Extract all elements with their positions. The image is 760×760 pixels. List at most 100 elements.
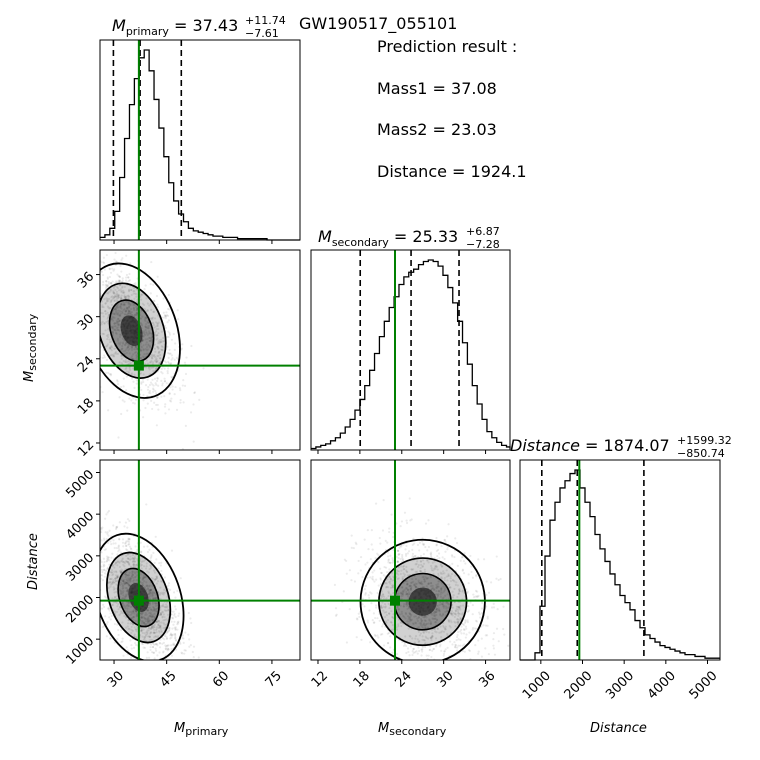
sample-point (369, 591, 372, 594)
sample-point (148, 602, 152, 605)
sample-point (150, 588, 153, 592)
sample-point (427, 582, 430, 585)
sample-point (106, 566, 110, 569)
sample-point (435, 596, 439, 599)
sample-point (169, 632, 172, 635)
sample-point (181, 652, 184, 655)
sample-point (123, 525, 126, 528)
sample-point (149, 631, 152, 634)
xtick-label-M_secondary: 36 (476, 668, 498, 690)
sample-point (455, 635, 459, 639)
sample-point (434, 565, 437, 569)
sample-point (110, 603, 114, 607)
sample-point (425, 616, 428, 619)
sample-point (146, 309, 149, 313)
sample-point (367, 594, 370, 597)
sample-point (456, 621, 459, 624)
sample-point (382, 644, 386, 647)
sample-point (151, 639, 154, 642)
sample-point (157, 355, 160, 358)
sample-point (189, 617, 192, 620)
sample-point (130, 357, 133, 360)
sample-point (411, 650, 414, 653)
sample-point (372, 612, 375, 615)
sample-point (152, 384, 155, 387)
sample-point (105, 635, 108, 638)
sample-point (387, 602, 390, 606)
sample-point (396, 652, 399, 656)
sample-point (156, 345, 159, 348)
sample-point (160, 345, 163, 348)
sample-point (122, 584, 125, 587)
sample-point (114, 251, 117, 255)
sample-point (149, 592, 152, 595)
sample-point (128, 558, 132, 561)
sample-point (485, 634, 489, 637)
sample-point (121, 557, 124, 560)
sample-point (140, 550, 143, 553)
sample-point (455, 687, 457, 689)
sample-point (104, 595, 107, 598)
sample-point (350, 579, 353, 582)
sample-point (104, 286, 108, 289)
title-m-secondary-plus: +6.87 (466, 225, 500, 238)
sample-point (129, 262, 132, 265)
sample-point (131, 357, 134, 361)
ytick-label-Distance: 2000 (63, 592, 97, 626)
sample-point (419, 632, 422, 635)
sample-point (157, 567, 160, 570)
sample-point (436, 585, 440, 588)
sample-point (127, 302, 131, 305)
sample-point (160, 621, 163, 624)
sample-point (429, 622, 432, 625)
sample-point (451, 578, 454, 582)
sample-point (441, 572, 444, 575)
sample-point (334, 607, 338, 610)
sample-point (464, 661, 466, 663)
sample-point (389, 577, 393, 581)
sample-point (159, 357, 162, 360)
sample-point (132, 307, 135, 310)
sample-point (155, 360, 158, 364)
sample-point (439, 631, 443, 634)
sample-point (125, 578, 128, 581)
sample-point (381, 595, 384, 598)
sample-point (454, 643, 457, 647)
sample-point (471, 628, 474, 631)
sample-point (116, 564, 119, 567)
sample-point (110, 326, 113, 329)
sample-point (74, 316, 76, 318)
sample-point (432, 587, 435, 590)
sample-point (412, 537, 415, 540)
sample-point (472, 593, 475, 596)
sample-point (134, 313, 137, 316)
sample-point (135, 357, 138, 360)
sample-point (147, 590, 150, 593)
sample-point (151, 613, 154, 616)
sample-point (170, 375, 173, 378)
sample-point (435, 609, 438, 612)
sample-point (135, 311, 138, 314)
xtick-label-M_primary: 75 (263, 668, 285, 690)
sample-point (457, 606, 461, 609)
sample-point (454, 612, 457, 615)
sample-point (462, 632, 466, 635)
sample-point (144, 617, 147, 620)
sample-point (444, 594, 447, 597)
sample-point (420, 580, 423, 584)
sample-point (458, 606, 462, 609)
sample-point (118, 329, 121, 332)
sample-point (417, 579, 420, 582)
sample-point (443, 604, 446, 608)
sample-point (432, 617, 435, 621)
sample-point (451, 590, 454, 593)
sample-point (463, 552, 466, 555)
sample-point (125, 594, 128, 597)
sample-point (126, 343, 129, 346)
sample-point (397, 607, 400, 611)
sample-point (140, 630, 143, 633)
sample-point (428, 666, 430, 668)
sample-point (155, 379, 159, 383)
sample-point (145, 326, 149, 329)
sample-point (359, 556, 363, 559)
